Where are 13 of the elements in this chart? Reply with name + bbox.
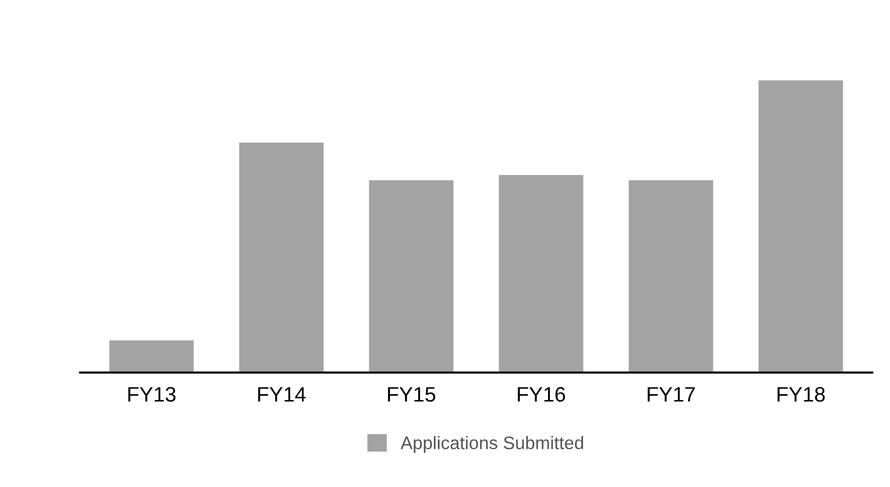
bar: [109, 340, 194, 373]
legend-label: Applications Submitted: [400, 436, 584, 453]
x-tick-label: FY14: [258, 387, 306, 402]
x-tick-label: FY17: [648, 387, 695, 402]
bar: [498, 175, 584, 373]
bar: [628, 180, 714, 373]
x-tick-label: FY15: [388, 387, 436, 402]
x-tick-label: FY16: [518, 386, 566, 402]
x-tick-label: FY18: [778, 386, 825, 402]
bar: [369, 180, 454, 373]
bar: [758, 80, 843, 373]
x-tick-label: FY13: [128, 386, 176, 402]
bar: [239, 142, 324, 373]
